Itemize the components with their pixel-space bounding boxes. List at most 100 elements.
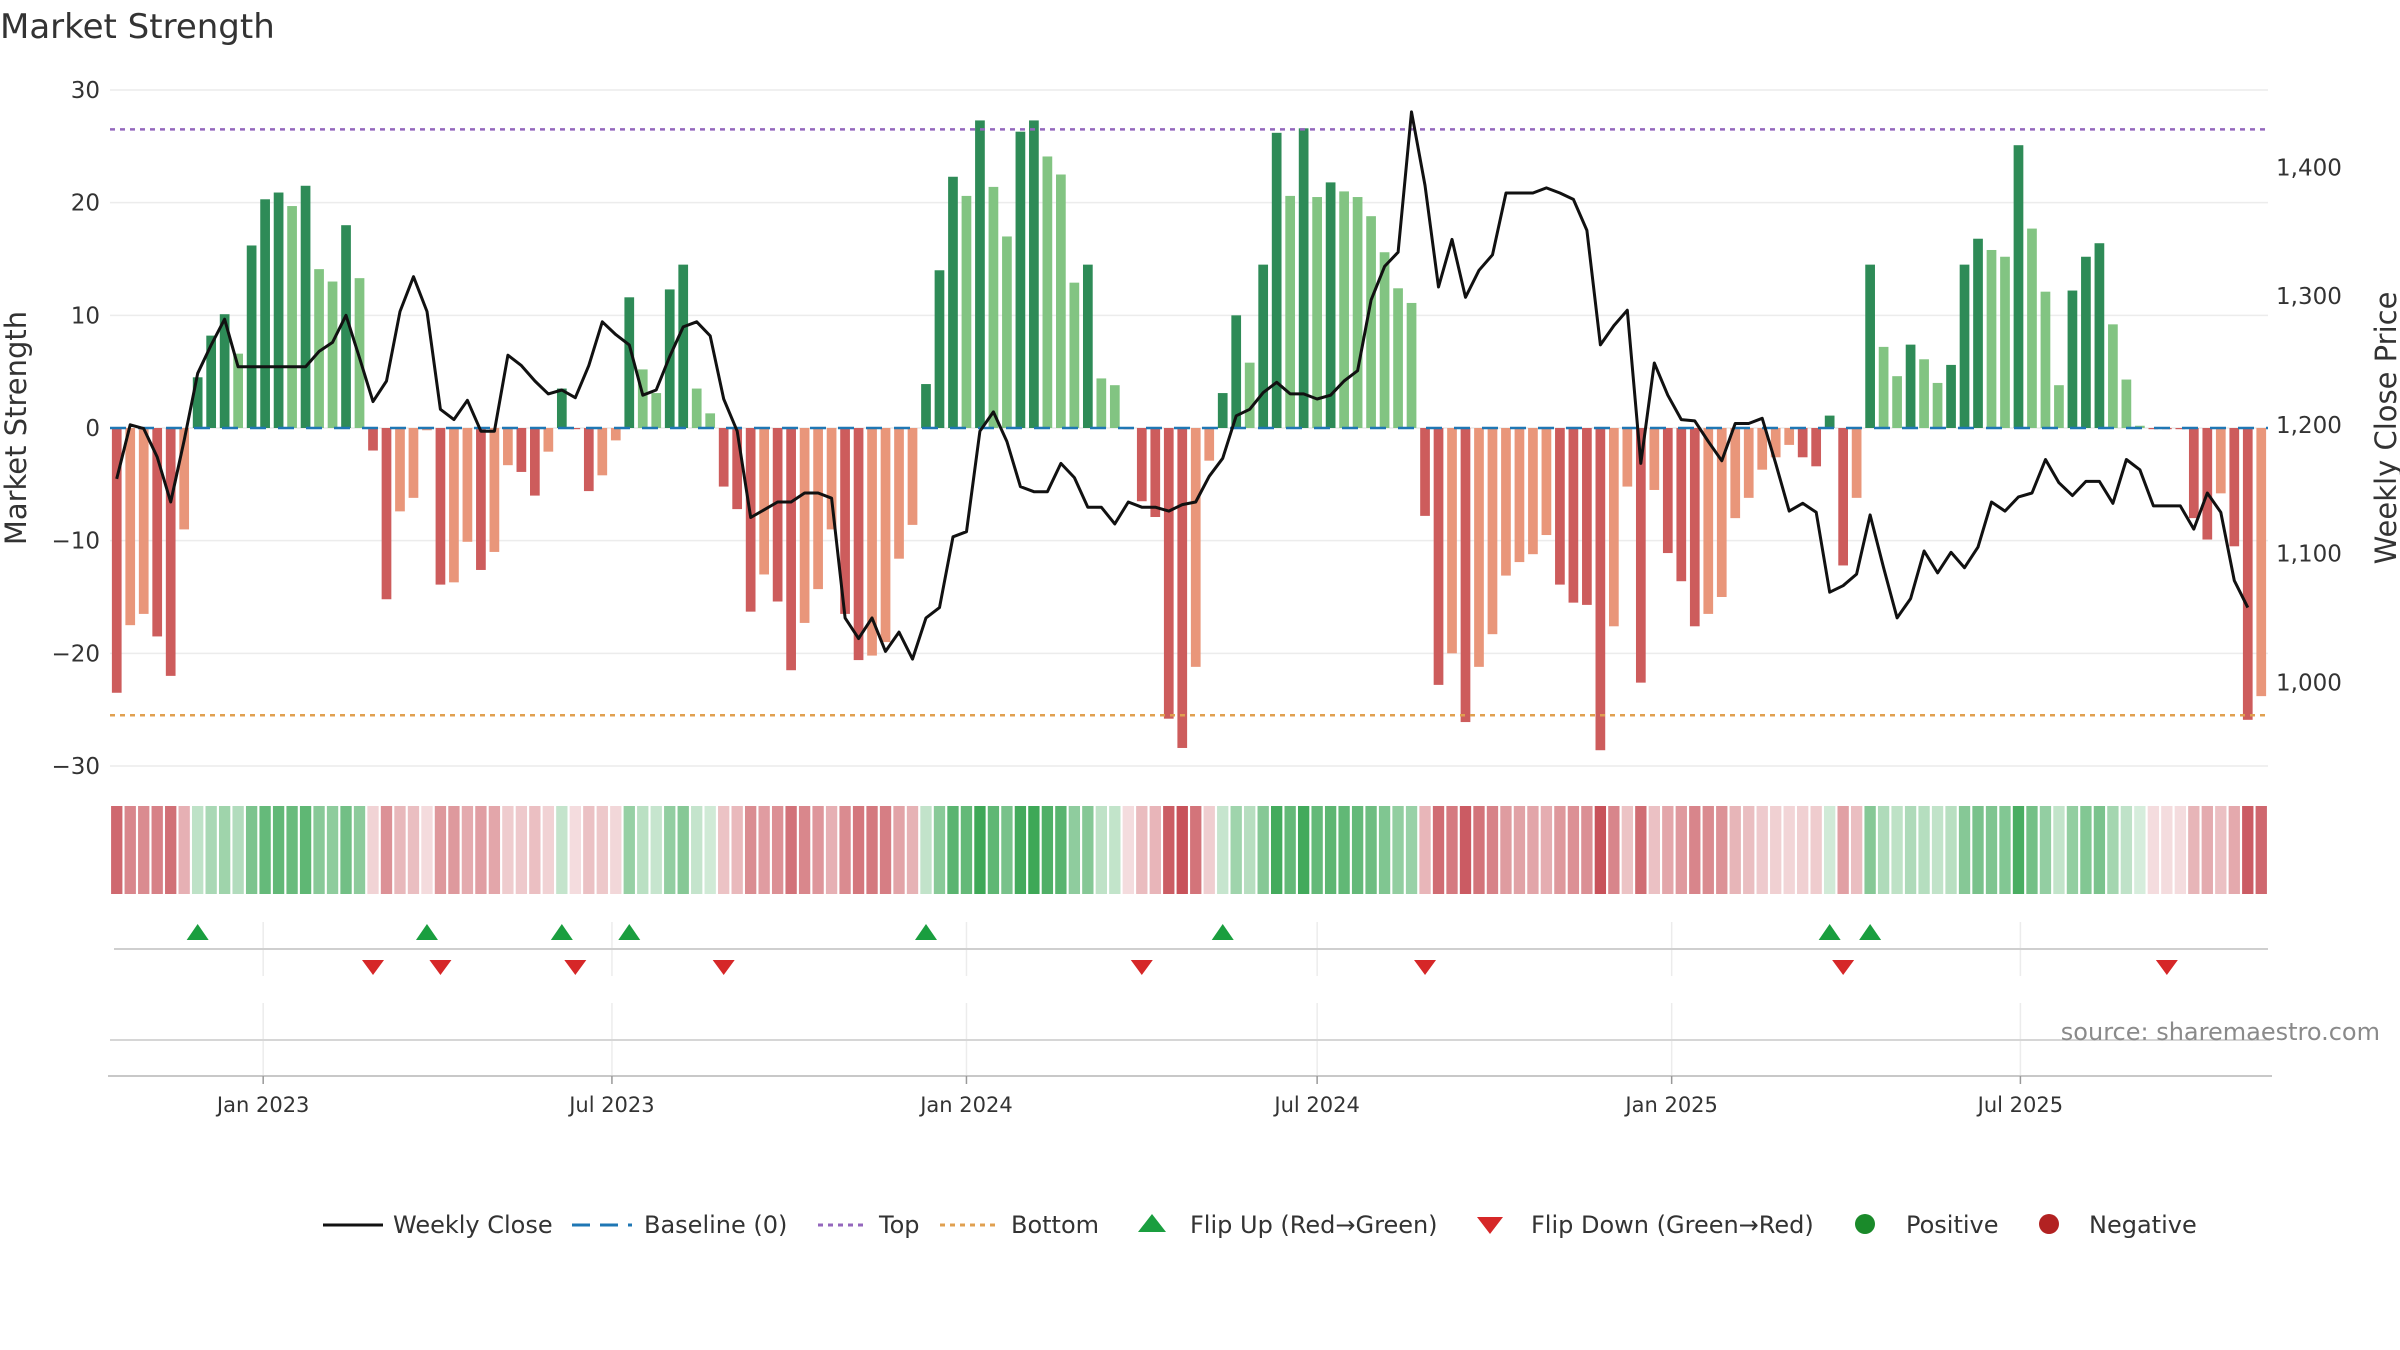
strength-bar — [1096, 378, 1107, 428]
x-axis-ticks: Jan 2023 Jul 2023 Jan 2024 Jul 2024 Jan 2025… — [215, 1076, 2063, 1117]
strength-bar — [1595, 428, 1606, 751]
legend-baseline: Baseline (0) — [644, 1211, 787, 1239]
strength-strip-cell — [691, 806, 703, 894]
y-tick-label-right: 1,000 — [2276, 670, 2342, 696]
strength-strip-cell — [1190, 806, 1202, 894]
strength-bar — [799, 428, 810, 623]
strength-bar — [206, 335, 217, 428]
strength-strip-cell — [1500, 806, 1512, 894]
strength-bar — [2215, 428, 2226, 494]
strength-strip-cell — [664, 806, 676, 894]
strength-bar — [2175, 428, 2186, 430]
strength-bar — [1609, 428, 1619, 627]
strength-strip-cell — [502, 806, 514, 894]
strength-strip-cell — [2147, 806, 2160, 894]
flip-down-marker — [1832, 960, 1855, 975]
strength-bar — [624, 297, 635, 428]
strength-strip-cell — [1527, 806, 1539, 894]
strength-bar — [1716, 428, 1727, 597]
strength-strip-cell — [1958, 806, 1971, 894]
strength-bar — [880, 428, 891, 643]
x-tick-label: Jul 2023 — [567, 1093, 654, 1117]
strength-bar — [462, 428, 473, 542]
strength-bar — [1770, 428, 1781, 458]
strength-bar — [1649, 428, 1660, 490]
strength-strip-cell — [569, 806, 581, 894]
strength-strip-cell — [1635, 806, 1647, 894]
strength-strip-cell — [1540, 806, 1553, 894]
strength-strip-cell — [1918, 806, 1930, 894]
flip-down-marker — [429, 960, 452, 975]
strength-strip-cell — [1621, 806, 1634, 894]
strength-strip-cell — [744, 806, 757, 894]
strength-strip-cell — [1203, 806, 1215, 894]
flip-up-marker — [618, 924, 641, 940]
strength-strip-cell — [1109, 806, 1121, 894]
strength-bar — [2000, 256, 2010, 428]
strength-bar — [1406, 302, 1417, 428]
strength-bar — [1582, 428, 1592, 605]
strength-bar — [2013, 145, 2024, 428]
strength-strip-cell — [1972, 806, 1984, 894]
flip-down-marker — [362, 960, 385, 975]
strength-bar — [597, 428, 608, 476]
strength-bar — [1838, 428, 1848, 566]
flip-down-marker — [1130, 960, 1153, 975]
strength-bar — [1258, 264, 1269, 428]
flip-up-marker — [1859, 924, 1882, 940]
strength-strip-cell — [2255, 806, 2267, 894]
strength-bar — [1487, 428, 1498, 635]
strength-strip-cell — [1891, 806, 1903, 894]
strength-bars — [111, 120, 2267, 751]
strength-bar — [1460, 428, 1471, 723]
strength-strip-cell — [1648, 806, 1660, 894]
strength-bar — [165, 428, 176, 676]
strength-bar — [1730, 428, 1741, 519]
strength-bar — [759, 428, 769, 575]
strength-bar — [111, 428, 122, 693]
strength-bar — [1703, 428, 1714, 614]
strength-strip-cell — [1217, 806, 1229, 894]
strength-strip-cell — [960, 806, 973, 894]
strength-strip-cell — [1567, 806, 1580, 894]
strength-strip-cell — [1136, 806, 1148, 894]
flip-up-marker — [186, 924, 209, 940]
strength-strip-cell — [1338, 806, 1350, 894]
strength-bar — [2202, 428, 2213, 540]
strength-strip-cell — [1014, 806, 1027, 894]
strength-bar — [2229, 428, 2240, 547]
strength-bar — [570, 428, 581, 430]
strength-strip-cell — [2120, 806, 2133, 894]
strength-bar — [1892, 376, 1902, 428]
strength-strip-cell — [2161, 806, 2173, 894]
strength-strip-cell — [2093, 806, 2106, 894]
strength-strip-cell — [1392, 806, 1404, 894]
strength-bar — [1177, 428, 1188, 748]
strength-strip-cell — [232, 806, 244, 894]
strength-strip-cell — [1864, 806, 1876, 894]
strength-strip-cell — [1365, 806, 1377, 894]
strength-strip-cell — [1486, 806, 1499, 894]
strength-strip-cell — [2174, 806, 2186, 894]
strength-bar — [1662, 428, 1673, 554]
strength-bar — [2256, 428, 2267, 697]
empty-panel — [108, 1003, 2272, 1077]
strength-strip-cell — [610, 806, 622, 894]
strength-bar — [934, 270, 945, 428]
strength-bar — [2067, 290, 2078, 428]
strength-bar — [435, 428, 446, 585]
y-tick-label: −30 — [51, 754, 100, 780]
strength-bar — [449, 428, 459, 583]
strength-strip-cell — [2053, 806, 2065, 894]
strength-bar — [988, 186, 999, 428]
strength-strip-cell — [1850, 806, 1863, 894]
strength-bar — [732, 428, 743, 510]
strength-bar — [125, 428, 136, 626]
strength-strip-cell — [637, 806, 649, 894]
flip-down-marker — [564, 960, 587, 975]
strength-strip-cell — [2012, 806, 2025, 894]
strength-bar — [1865, 264, 1875, 428]
strength-strip-cell — [2242, 806, 2254, 894]
strength-bar — [530, 428, 540, 496]
strength-bar — [300, 185, 311, 428]
